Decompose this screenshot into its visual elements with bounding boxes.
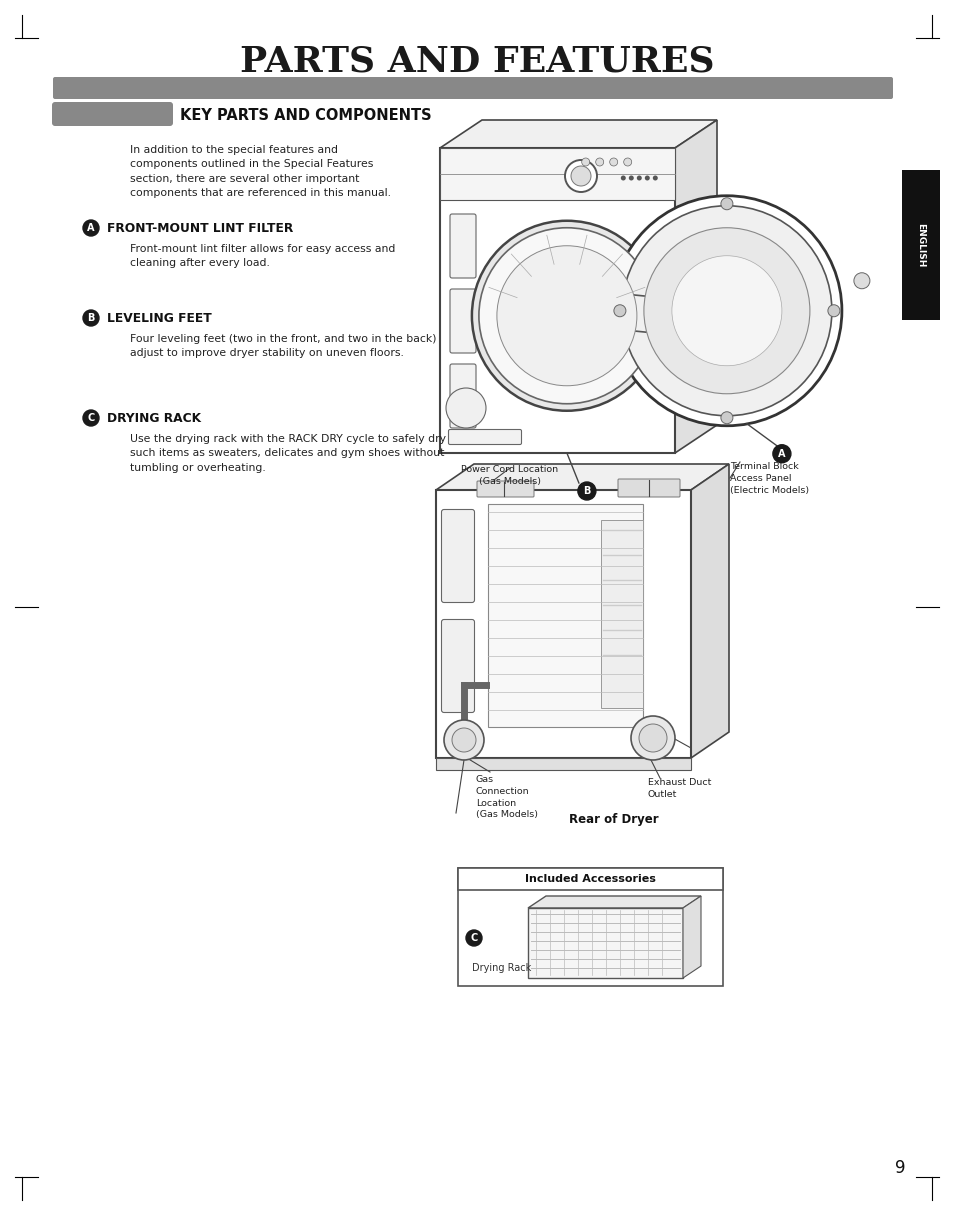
FancyBboxPatch shape [476, 481, 534, 497]
Text: B: B [582, 486, 590, 496]
Text: Use the drying rack with the RACK DRY cycle to safely dry
such items as sweaters: Use the drying rack with the RACK DRY cy… [130, 434, 446, 473]
Circle shape [446, 388, 485, 428]
Circle shape [581, 158, 589, 166]
Text: KEY PARTS AND COMPONENTS: KEY PARTS AND COMPONENTS [180, 107, 431, 123]
Text: ENGLISH: ENGLISH [916, 222, 924, 267]
Circle shape [639, 724, 666, 752]
Text: Front-mount lint filter allows for easy access and
cleaning after every load.: Front-mount lint filter allows for easy … [130, 244, 395, 269]
FancyBboxPatch shape [450, 289, 476, 354]
FancyBboxPatch shape [457, 868, 722, 987]
Circle shape [620, 175, 625, 181]
Circle shape [623, 158, 631, 166]
FancyBboxPatch shape [441, 509, 474, 603]
Text: B: B [88, 313, 94, 323]
Circle shape [497, 245, 637, 385]
Circle shape [644, 175, 649, 181]
Circle shape [472, 221, 661, 411]
Circle shape [595, 158, 603, 166]
FancyBboxPatch shape [441, 620, 474, 712]
Circle shape [628, 175, 633, 181]
Text: Exhaust Duct
Outlet: Exhaust Duct Outlet [647, 778, 711, 798]
FancyBboxPatch shape [52, 102, 172, 126]
Circle shape [611, 196, 841, 425]
Circle shape [83, 310, 99, 326]
Circle shape [643, 227, 809, 394]
Polygon shape [675, 120, 717, 453]
FancyBboxPatch shape [436, 490, 690, 758]
Text: In addition to the special features and
components outlined in the Special Featu: In addition to the special features and … [130, 145, 391, 198]
Circle shape [478, 227, 654, 403]
FancyBboxPatch shape [450, 364, 476, 428]
FancyBboxPatch shape [448, 429, 521, 445]
FancyBboxPatch shape [901, 170, 939, 320]
Text: FRONT-MOUNT LINT FILTER: FRONT-MOUNT LINT FILTER [107, 221, 293, 234]
Circle shape [772, 445, 790, 463]
FancyBboxPatch shape [53, 77, 892, 98]
Polygon shape [690, 464, 728, 758]
Circle shape [621, 205, 831, 416]
FancyBboxPatch shape [600, 520, 642, 708]
FancyBboxPatch shape [450, 214, 476, 278]
Text: Included Accessories: Included Accessories [524, 874, 656, 885]
Circle shape [452, 728, 476, 752]
FancyBboxPatch shape [618, 479, 679, 497]
Circle shape [853, 272, 869, 289]
Text: Gas
Connection
Location
(Gas Models): Gas Connection Location (Gas Models) [476, 775, 537, 819]
Circle shape [83, 409, 99, 426]
Circle shape [630, 716, 675, 761]
Circle shape [609, 158, 617, 166]
Circle shape [671, 255, 781, 366]
Text: Four leveling feet (two in the front, and two in the back)
adjust to improve dry: Four leveling feet (two in the front, an… [130, 334, 436, 358]
Polygon shape [439, 120, 717, 148]
Text: A: A [778, 448, 785, 459]
Circle shape [578, 482, 596, 501]
Circle shape [564, 160, 597, 192]
Circle shape [652, 175, 658, 181]
Circle shape [637, 175, 641, 181]
Text: Terminal Block
Access Panel
(Electric Models): Terminal Block Access Panel (Electric Mo… [729, 462, 808, 495]
Circle shape [443, 720, 483, 761]
Circle shape [571, 166, 590, 186]
Circle shape [720, 198, 732, 210]
Circle shape [827, 305, 839, 317]
Text: A: A [87, 224, 94, 233]
Text: Rear of Dryer: Rear of Dryer [569, 813, 659, 826]
Text: PARTS AND FEATURES: PARTS AND FEATURES [239, 45, 714, 79]
FancyBboxPatch shape [527, 908, 682, 978]
FancyBboxPatch shape [439, 148, 675, 453]
Text: LEVELING FEET: LEVELING FEET [107, 311, 212, 324]
Circle shape [614, 305, 625, 317]
Text: 9: 9 [894, 1159, 904, 1177]
Circle shape [465, 929, 481, 946]
Text: DRYING RACK: DRYING RACK [107, 412, 201, 424]
Text: C: C [88, 413, 94, 423]
FancyBboxPatch shape [488, 504, 642, 727]
Circle shape [83, 220, 99, 236]
FancyBboxPatch shape [439, 148, 675, 200]
Text: Power Cord Location
(Gas Models): Power Cord Location (Gas Models) [461, 465, 558, 486]
Text: C: C [470, 933, 477, 943]
Polygon shape [682, 895, 700, 978]
FancyBboxPatch shape [436, 758, 690, 770]
Polygon shape [527, 895, 700, 908]
Polygon shape [436, 464, 728, 490]
Circle shape [720, 412, 732, 424]
Text: Drying Rack: Drying Rack [472, 963, 531, 973]
FancyBboxPatch shape [457, 868, 722, 891]
